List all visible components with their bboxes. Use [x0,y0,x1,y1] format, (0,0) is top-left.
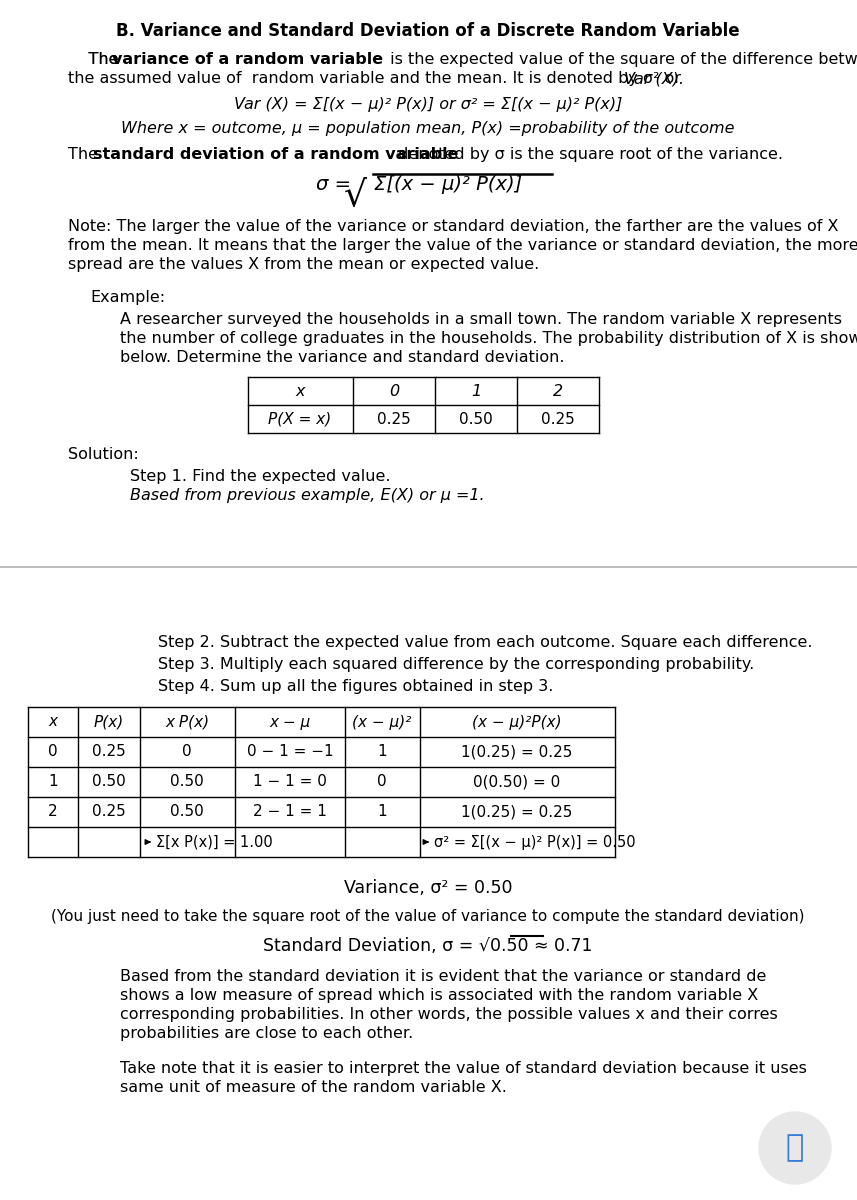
Text: variance of a random variable: variance of a random variable [112,52,383,67]
Text: 🎤: 🎤 [786,1134,804,1163]
Text: 0.50: 0.50 [171,804,204,820]
Text: P(X = x): P(X = x) [268,412,332,426]
Text: Var (X) = Σ[(x − μ)² P(x)] or σ² = Σ[(x − μ)² P(x)]: Var (X) = Σ[(x − μ)² P(x)] or σ² = Σ[(x … [234,97,622,112]
Text: Step 1. Find the expected value.: Step 1. Find the expected value. [130,469,391,484]
Text: Where x = outcome, μ = population mean, P(x) =probability of the outcome: Where x = outcome, μ = population mean, … [121,121,734,136]
Text: (You just need to take the square root of the value of variance to compute the s: (You just need to take the square root o… [51,910,805,924]
Text: 0.25: 0.25 [92,744,126,760]
Text: 1: 1 [377,744,387,760]
Text: 0: 0 [183,744,192,760]
Text: The: The [68,146,103,162]
Text: 2: 2 [553,384,563,398]
Text: the number of college graduates in the households. The probability distribution : the number of college graduates in the h… [120,331,857,346]
Text: 1: 1 [377,804,387,820]
Text: σ² = Σ[(x − μ)² P(x)] = 0.50: σ² = Σ[(x − μ)² P(x)] = 0.50 [434,834,636,850]
Text: probabilities are close to each other.: probabilities are close to each other. [120,1026,413,1040]
Text: corresponding probabilities. In other words, the possible values x and their cor: corresponding probabilities. In other wo… [120,1007,778,1022]
Text: 0: 0 [48,744,57,760]
Text: 1: 1 [471,384,481,398]
Text: from the mean. It means that the larger the value of the variance or standard de: from the mean. It means that the larger … [68,238,857,253]
Text: (x − μ)²: (x − μ)² [352,714,411,730]
Text: 0: 0 [377,774,387,790]
Text: √: √ [344,179,367,214]
Text: Step 3. Multiply each squared difference by the corresponding probability.: Step 3. Multiply each squared difference… [158,658,754,672]
Text: 0.50: 0.50 [459,412,493,426]
Text: x P(x): x P(x) [165,714,209,730]
Text: Note: The larger the value of the variance or standard deviation, the farther ar: Note: The larger the value of the varian… [68,218,838,234]
Text: 0 − 1 = −1: 0 − 1 = −1 [247,744,333,760]
Text: σ =: σ = [316,175,357,194]
Text: 2: 2 [48,804,57,820]
Text: x: x [49,714,57,730]
Text: The: The [68,52,123,67]
Text: Var (X).: Var (X). [624,71,684,86]
Text: spread are the values X from the mean or expected value.: spread are the values X from the mean or… [68,257,539,272]
Text: 1: 1 [48,774,57,790]
Text: 0.25: 0.25 [92,804,126,820]
Text: 0: 0 [389,384,399,398]
Text: Step 4. Sum up all the figures obtained in step 3.: Step 4. Sum up all the figures obtained … [158,679,554,694]
Text: 0.50: 0.50 [92,774,126,790]
Text: B. Variance and Standard Deviation of a Discrete Random Variable: B. Variance and Standard Deviation of a … [117,22,740,40]
Text: x − μ: x − μ [269,714,310,730]
Text: x: x [296,384,305,398]
Text: Example:: Example: [90,290,165,305]
Text: The: The [68,52,123,67]
Text: the assumed value of  random variable and the mean. It is denoted by σ² or: the assumed value of random variable and… [68,71,686,86]
Text: 0(0.50) = 0: 0(0.50) = 0 [473,774,560,790]
Text: 0.25: 0.25 [377,412,411,426]
Text: standard deviation of a random variable: standard deviation of a random variable [93,146,458,162]
Text: P(x): P(x) [94,714,124,730]
Text: denoted by σ is the square root of the variance.: denoted by σ is the square root of the v… [393,146,783,162]
Text: Standard Deviation, σ = √0.50 ≈ 0.71: Standard Deviation, σ = √0.50 ≈ 0.71 [263,937,593,955]
Text: 0.25: 0.25 [541,412,575,426]
Text: is the expected value of the square of the difference between: is the expected value of the square of t… [385,52,857,67]
Text: Step 2. Subtract the expected value from each outcome. Square each difference.: Step 2. Subtract the expected value from… [158,635,812,650]
Text: below. Determine the variance and standard deviation.: below. Determine the variance and standa… [120,350,565,365]
Circle shape [759,1112,831,1184]
Text: Based from previous example, E(X) or μ =1.: Based from previous example, E(X) or μ =… [130,488,484,503]
Text: Variance, σ² = 0.50: Variance, σ² = 0.50 [344,878,512,898]
Text: Take note that it is easier to interpret the value of standard deviation because: Take note that it is easier to interpret… [120,1061,807,1076]
Text: Σ[x P(x)] = 1.00: Σ[x P(x)] = 1.00 [156,834,273,850]
Text: A researcher surveyed the households in a small town. The random variable X repr: A researcher surveyed the households in … [120,312,842,326]
Text: 2 − 1 = 1: 2 − 1 = 1 [253,804,327,820]
Text: Solution:: Solution: [68,446,139,462]
Text: same unit of measure of the random variable X.: same unit of measure of the random varia… [120,1080,506,1094]
Text: (x − μ)²P(x): (x − μ)²P(x) [472,714,562,730]
Text: 1(0.25) = 0.25: 1(0.25) = 0.25 [461,744,572,760]
Text: Σ[(x − μ)² P(x)]: Σ[(x − μ)² P(x)] [374,175,522,194]
Text: 1(0.25) = 0.25: 1(0.25) = 0.25 [461,804,572,820]
Text: 0.50: 0.50 [171,774,204,790]
Text: shows a low measure of spread which is associated with the random variable X: shows a low measure of spread which is a… [120,988,758,1003]
Text: 1 − 1 = 0: 1 − 1 = 0 [253,774,327,790]
Text: Based from the standard deviation it is evident that the variance or standard de: Based from the standard deviation it is … [120,970,766,984]
